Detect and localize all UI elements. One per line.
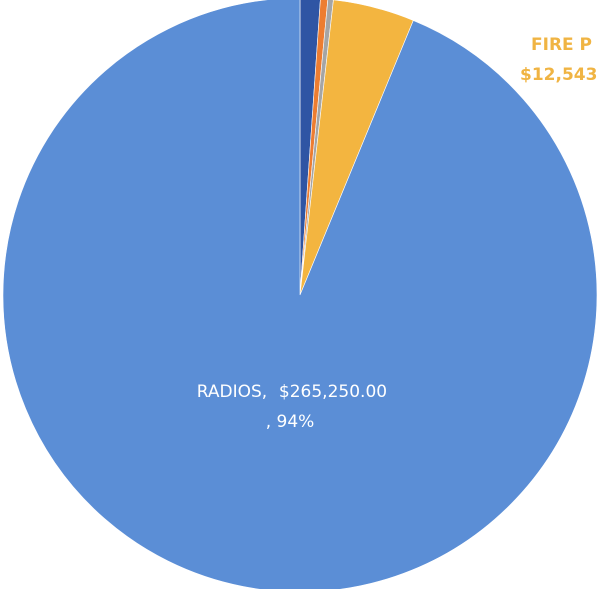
- value-label: $12,543: [520, 65, 597, 85]
- slice-label: FIRE P: [531, 35, 592, 55]
- percent-label: , 94%: [266, 412, 315, 432]
- slice-label: RADIOS,: [197, 382, 267, 402]
- value-label: $265,250.00: [279, 382, 387, 402]
